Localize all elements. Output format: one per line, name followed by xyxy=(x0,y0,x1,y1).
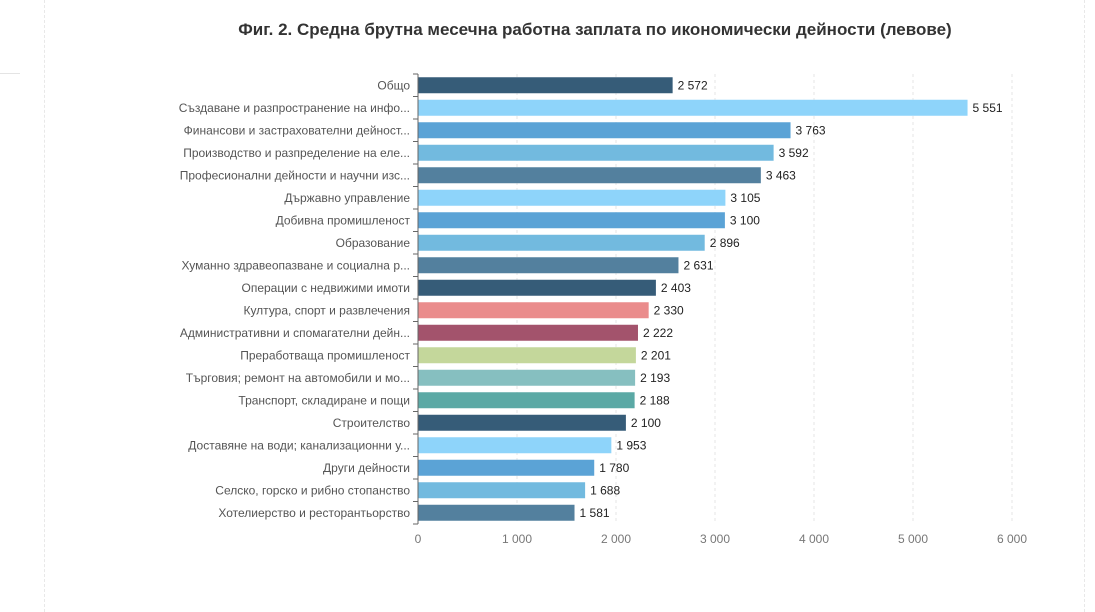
value-label: 2 896 xyxy=(710,236,740,250)
x-tick-label: 4 000 xyxy=(799,532,829,546)
value-label: 1 953 xyxy=(616,438,646,452)
frame-tick-mark xyxy=(0,73,20,74)
category-label: Финансови и застрахователни дейност... xyxy=(184,123,410,137)
bar[interactable] xyxy=(418,167,761,184)
value-label: 2 403 xyxy=(661,281,691,295)
x-tick-label: 0 xyxy=(415,532,422,546)
bar[interactable] xyxy=(418,77,673,94)
value-label: 2 188 xyxy=(640,393,670,407)
value-label: 2 330 xyxy=(654,303,684,317)
category-label: Преработваща промишленост xyxy=(240,348,410,362)
value-label: 3 592 xyxy=(779,146,809,160)
bar[interactable] xyxy=(418,324,638,341)
category-label: Търговия; ремонт на автомобили и мо... xyxy=(186,371,410,385)
category-label: Държавно управление xyxy=(284,191,410,205)
value-label: 2 201 xyxy=(641,348,671,362)
value-label: 3 105 xyxy=(730,191,760,205)
value-label: 2 100 xyxy=(631,416,661,430)
frame-border-right xyxy=(1084,0,1085,612)
category-label: Общо xyxy=(377,78,410,92)
x-tick-label: 1 000 xyxy=(502,532,532,546)
value-label: 3 100 xyxy=(730,213,760,227)
bar[interactable] xyxy=(418,234,705,251)
category-label: Доставяне на води; канализационни у... xyxy=(188,438,410,452)
frame-border-left xyxy=(44,0,45,612)
value-label: 1 581 xyxy=(580,506,610,520)
bar[interactable] xyxy=(418,437,612,454)
bar[interactable] xyxy=(418,144,774,161)
bar[interactable] xyxy=(418,414,626,431)
bar[interactable] xyxy=(418,257,679,274)
value-label: 2 193 xyxy=(640,371,670,385)
bar[interactable] xyxy=(418,212,725,229)
category-label: Култура, спорт и развлечения xyxy=(243,303,410,317)
x-tick-label: 5 000 xyxy=(898,532,928,546)
bar[interactable] xyxy=(418,122,791,139)
category-label: Образование xyxy=(336,236,411,250)
bar[interactable] xyxy=(418,369,636,386)
category-label: Операции с недвижими имоти xyxy=(242,281,411,295)
bar[interactable] xyxy=(418,347,636,364)
category-label: Транспорт, складиране и пощи xyxy=(238,393,410,407)
value-label: 5 551 xyxy=(973,101,1003,115)
value-label: 3 763 xyxy=(796,123,826,137)
bar[interactable] xyxy=(418,279,656,296)
category-label: Селско, горско и рибно стопанство xyxy=(215,483,410,497)
bar[interactable] xyxy=(418,189,726,206)
bar[interactable] xyxy=(418,482,586,499)
category-label: Производство и разпределение на еле... xyxy=(183,146,410,160)
grid-lines xyxy=(516,74,1013,524)
bar[interactable] xyxy=(418,99,968,116)
x-tick-label: 2 000 xyxy=(601,532,631,546)
value-label: 2 631 xyxy=(683,258,713,272)
bar[interactable] xyxy=(418,504,575,521)
value-label: 1 688 xyxy=(590,483,620,497)
bar[interactable] xyxy=(418,459,595,476)
category-label: Административни и спомагателни дейн... xyxy=(180,326,410,340)
category-label: Добивна промишленост xyxy=(276,213,411,227)
bar[interactable] xyxy=(418,392,635,409)
category-label: Хуманно здравеопазване и социална р... xyxy=(182,258,410,272)
value-label: 1 780 xyxy=(599,461,629,475)
category-label: Създаване и разпространение на инфо... xyxy=(179,101,410,115)
bar[interactable] xyxy=(418,302,649,319)
value-label: 3 463 xyxy=(766,168,796,182)
category-label: Хотелиерство и ресторантьорство xyxy=(218,506,410,520)
value-label: 2 222 xyxy=(643,326,673,340)
value-label: 2 572 xyxy=(678,78,708,92)
category-label: Строителство xyxy=(333,416,411,430)
bars xyxy=(418,77,968,521)
category-label: Професионални дейности и научни изс... xyxy=(180,168,410,182)
axes: 0 1 000 2 000 3 000 4 000 5 000 6 000 Общо 2 572… xyxy=(179,73,1027,546)
x-tick-label: 6 000 xyxy=(997,532,1027,546)
x-tick-label: 3 000 xyxy=(700,532,730,546)
chart-title: Фиг. 2. Средна брутна месечна работна за… xyxy=(238,20,952,39)
category-label: Други дейности xyxy=(323,461,410,475)
